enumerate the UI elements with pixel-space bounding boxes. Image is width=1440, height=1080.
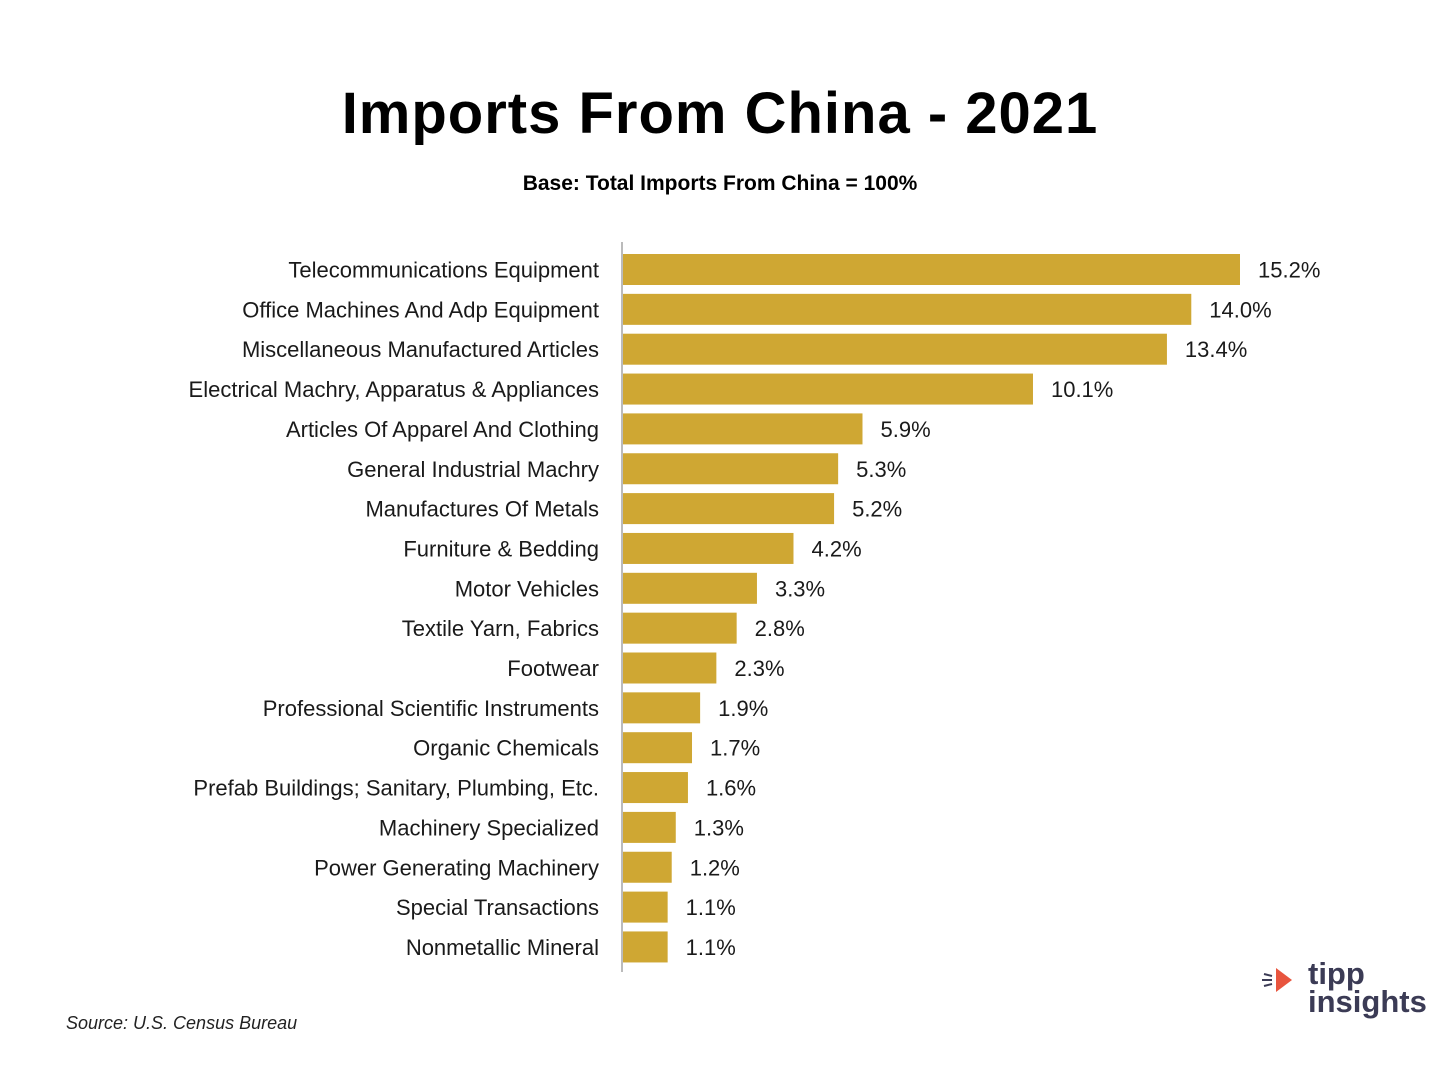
- category-label: General Industrial Machry: [347, 457, 599, 482]
- data-label: 14.0%: [1209, 297, 1271, 322]
- chart-title: Imports From China - 2021: [341, 81, 1099, 146]
- data-label: 5.9%: [880, 417, 930, 442]
- category-label: Power Generating Machinery: [314, 855, 599, 880]
- category-label: Office Machines And Adp Equipment: [242, 297, 599, 322]
- bar: [623, 493, 835, 525]
- bar: [623, 373, 1033, 405]
- bar: [623, 652, 717, 684]
- category-label: Articles Of Apparel And Clothing: [286, 417, 599, 442]
- data-label: 1.7%: [710, 736, 760, 761]
- bar: [623, 931, 668, 963]
- logo-text-tipp: tipp: [1308, 956, 1365, 991]
- bar: [623, 572, 757, 604]
- bar: [623, 254, 1240, 285]
- data-label: 1.2%: [690, 855, 740, 880]
- category-label: Electrical Machry, Apparatus & Appliance…: [189, 377, 599, 402]
- data-label: 5.2%: [852, 497, 902, 522]
- bar: [623, 811, 676, 843]
- bar: [623, 891, 668, 923]
- bar: [623, 453, 839, 485]
- data-label: 1.9%: [718, 696, 768, 721]
- bar: [623, 333, 1167, 365]
- data-label: 2.3%: [734, 656, 784, 681]
- data-label: 5.3%: [856, 457, 906, 482]
- data-label: 1.6%: [706, 776, 756, 801]
- data-label: 2.8%: [755, 616, 805, 641]
- logo-arrow-icon: [1262, 968, 1292, 992]
- category-label: Textile Yarn, Fabrics: [402, 616, 599, 641]
- category-label: Professional Scientific Instruments: [263, 696, 599, 721]
- category-label: Miscellaneous Manufactured Articles: [242, 337, 599, 362]
- category-label: Special Transactions: [396, 895, 599, 920]
- data-label: 1.3%: [694, 815, 744, 840]
- data-label: 4.2%: [811, 536, 861, 561]
- data-label: 13.4%: [1185, 337, 1247, 362]
- chart-subtitle: Base: Total Imports From China = 100%: [522, 172, 918, 195]
- data-label: 1.1%: [686, 935, 736, 960]
- category-label: Manufactures Of Metals: [365, 497, 599, 522]
- source-note: Source: U.S. Census Bureau: [66, 1013, 298, 1033]
- category-label: Nonmetallic Mineral: [406, 935, 599, 960]
- category-label: Footwear: [507, 656, 599, 681]
- category-label: Furniture & Bedding: [403, 536, 599, 561]
- bar: [623, 413, 863, 445]
- data-label: 10.1%: [1051, 377, 1113, 402]
- category-label: Telecommunications Equipment: [288, 258, 599, 283]
- data-label: 1.1%: [686, 895, 736, 920]
- logo-text-insights: insights: [1308, 984, 1427, 1019]
- category-label: Organic Chemicals: [413, 736, 599, 761]
- data-label: 15.2%: [1258, 258, 1320, 283]
- bar: [623, 692, 701, 724]
- tipp-insights-logo: tipp insights: [1262, 956, 1432, 1020]
- category-label: Motor Vehicles: [455, 576, 599, 601]
- bar: [623, 612, 737, 644]
- category-label: Machinery Specialized: [379, 815, 599, 840]
- data-label: 3.3%: [775, 576, 825, 601]
- category-label: Prefab Buildings; Sanitary, Plumbing, Et…: [193, 776, 599, 801]
- bar: [623, 732, 693, 764]
- bar: [623, 532, 794, 564]
- bar: [623, 772, 688, 804]
- bar: [623, 851, 672, 883]
- bar: [623, 293, 1192, 325]
